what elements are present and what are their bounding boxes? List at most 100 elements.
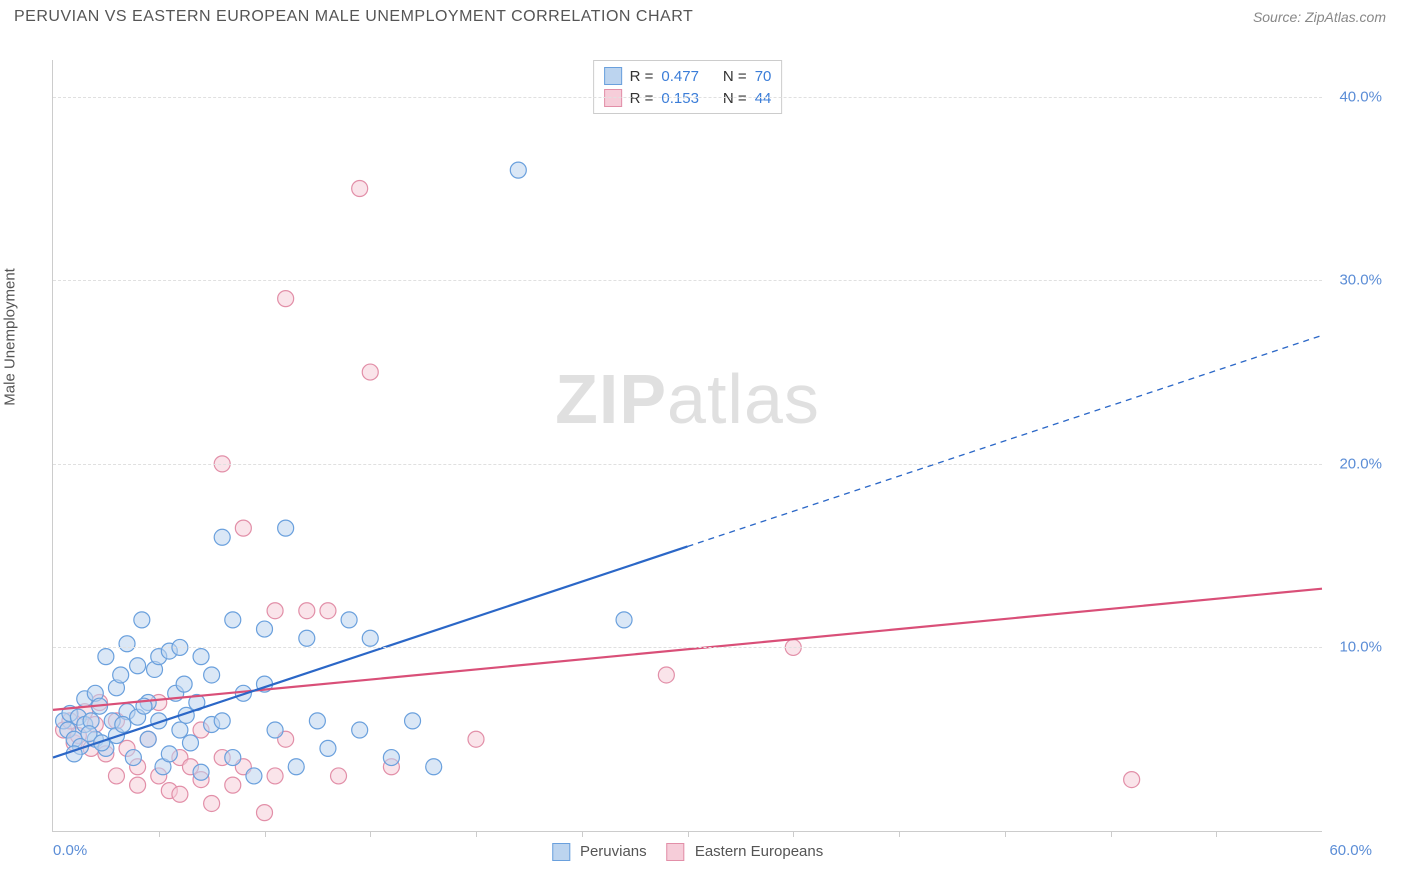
scatter-point-peruvians — [193, 764, 209, 780]
r-value-b: 0.153 — [661, 90, 699, 107]
legend-stats-row-a: R = 0.477 N = 70 — [604, 65, 772, 87]
source-prefix: Source: — [1253, 9, 1305, 25]
y-tick-label: 10.0% — [1339, 639, 1382, 656]
x-tick — [688, 831, 689, 837]
legend-label-peruvians: Peruvians — [580, 843, 647, 860]
gridline — [53, 280, 1322, 281]
scatter-point-eastern-europeans — [235, 520, 251, 536]
x-axis-max-label: 60.0% — [1329, 842, 1372, 859]
y-axis-label: Male Unemployment — [2, 268, 19, 406]
scatter-point-eastern-europeans — [352, 181, 368, 197]
x-tick — [793, 831, 794, 837]
r-label-b: R = — [630, 90, 654, 107]
y-tick-label: 30.0% — [1339, 272, 1382, 289]
scatter-point-eastern-europeans — [299, 603, 315, 619]
r-label-a: R = — [630, 68, 654, 85]
x-tick — [1111, 831, 1112, 837]
scatter-point-peruvians — [172, 722, 188, 738]
scatter-point-peruvians — [182, 735, 198, 751]
chart-title: PERUVIAN VS EASTERN EUROPEAN MALE UNEMPL… — [14, 8, 693, 26]
scatter-point-peruvians — [383, 750, 399, 766]
scatter-point-peruvians — [362, 630, 378, 646]
scatter-point-eastern-europeans — [658, 667, 674, 683]
scatter-point-eastern-europeans — [278, 291, 294, 307]
legend-label-eastern-europeans: Eastern Europeans — [695, 843, 823, 860]
scatter-point-peruvians — [115, 717, 131, 733]
scatter-point-peruvians — [426, 759, 442, 775]
scatter-point-peruvians — [176, 676, 192, 692]
scatter-point-eastern-europeans — [468, 731, 484, 747]
scatter-point-eastern-europeans — [204, 795, 220, 811]
n-value-b: 44 — [755, 90, 772, 107]
legend-item-eastern-europeans: Eastern Europeans — [667, 843, 824, 861]
scatter-point-peruvians — [246, 768, 262, 784]
y-tick-label: 20.0% — [1339, 455, 1382, 472]
scatter-point-peruvians — [320, 740, 336, 756]
scatter-point-peruvians — [193, 649, 209, 665]
scatter-point-eastern-europeans — [130, 777, 146, 793]
x-tick — [370, 831, 371, 837]
scatter-point-peruvians — [278, 520, 294, 536]
scatter-point-peruvians — [161, 746, 177, 762]
x-tick — [1216, 831, 1217, 837]
x-tick — [582, 831, 583, 837]
x-tick — [265, 831, 266, 837]
scatter-point-peruvians — [288, 759, 304, 775]
plot-area: ZIPatlas R = 0.477 N = 70 R = 0.153 N = … — [52, 60, 1322, 832]
scatter-point-eastern-europeans — [267, 768, 283, 784]
n-label-b: N = — [723, 90, 747, 107]
scatter-point-eastern-europeans — [225, 777, 241, 793]
scatter-point-peruvians — [134, 612, 150, 628]
n-label-a: N = — [723, 68, 747, 85]
source-attribution: Source: ZipAtlas.com — [1253, 9, 1386, 25]
scatter-point-peruvians — [98, 649, 114, 665]
x-tick — [476, 831, 477, 837]
scatter-point-eastern-europeans — [267, 603, 283, 619]
n-value-a: 70 — [755, 68, 772, 85]
gridline — [53, 97, 1322, 98]
scatter-point-peruvians — [616, 612, 632, 628]
scatter-point-peruvians — [119, 636, 135, 652]
scatter-point-eastern-europeans — [362, 364, 378, 380]
legend-stats-row-b: R = 0.153 N = 44 — [604, 87, 772, 109]
swatch-eastern-europeans-icon — [604, 89, 622, 107]
scatter-point-eastern-europeans — [257, 805, 273, 821]
x-tick — [899, 831, 900, 837]
scatter-point-peruvians — [257, 621, 273, 637]
scatter-point-peruvians — [140, 731, 156, 747]
x-axis-min-label: 0.0% — [53, 842, 87, 859]
legend-series: Peruvians Eastern Europeans — [552, 843, 823, 861]
source-name: ZipAtlas.com — [1305, 9, 1386, 25]
scatter-point-peruvians — [341, 612, 357, 628]
swatch-eastern-europeans-icon — [667, 843, 685, 861]
scatter-point-peruvians — [130, 658, 146, 674]
plot-svg — [53, 60, 1322, 831]
swatch-peruvians-icon — [604, 67, 622, 85]
y-tick-label: 40.0% — [1339, 88, 1382, 105]
scatter-point-eastern-europeans — [172, 786, 188, 802]
trendline-peruvians-dashed — [688, 335, 1323, 546]
scatter-point-eastern-europeans — [331, 768, 347, 784]
scatter-point-peruvians — [214, 713, 230, 729]
legend-stats: R = 0.477 N = 70 R = 0.153 N = 44 — [593, 60, 783, 114]
swatch-peruvians-icon — [552, 843, 570, 861]
scatter-point-peruvians — [510, 162, 526, 178]
scatter-point-eastern-europeans — [108, 768, 124, 784]
scatter-point-peruvians — [214, 529, 230, 545]
scatter-point-peruvians — [267, 722, 283, 738]
scatter-point-eastern-europeans — [1124, 772, 1140, 788]
gridline — [53, 464, 1322, 465]
r-value-a: 0.477 — [661, 68, 699, 85]
scatter-point-peruvians — [405, 713, 421, 729]
scatter-point-peruvians — [204, 667, 220, 683]
gridline — [53, 647, 1322, 648]
scatter-point-peruvians — [125, 750, 141, 766]
scatter-point-peruvians — [352, 722, 368, 738]
scatter-point-peruvians — [309, 713, 325, 729]
scatter-point-peruvians — [299, 630, 315, 646]
trendline-eastern-europeans-solid — [53, 589, 1322, 710]
scatter-point-peruvians — [225, 750, 241, 766]
x-tick — [159, 831, 160, 837]
scatter-point-peruvians — [113, 667, 129, 683]
x-tick — [1005, 831, 1006, 837]
